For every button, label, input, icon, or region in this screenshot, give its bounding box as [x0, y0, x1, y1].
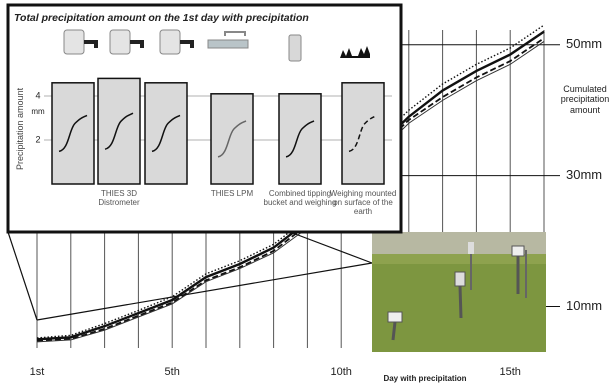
instrument-icons: [63, 29, 370, 62]
x-tick-label: 10th: [330, 366, 351, 378]
inset-chart: Total precipitation amount on the 1st da…: [6, 3, 403, 234]
y-tick-label: 2: [35, 134, 40, 144]
photo: [372, 232, 546, 352]
x-tick-label: Weighing mounted on surface of the earth: [329, 190, 397, 216]
x-tick-label-box: Weighing mounted on surface of the earth: [329, 190, 397, 216]
inset-y-label-box: Precipitation amount: [15, 87, 26, 170]
y-axis-label: Cumulated precipitation amount: [560, 84, 610, 115]
series-line: [36, 24, 545, 339]
bar-curve: [217, 120, 247, 158]
bar-curve: [151, 114, 181, 153]
inset-y-unit: mm: [31, 107, 45, 116]
x-tick-label: Combined tipping bucket and weighing: [263, 190, 337, 207]
series-line: [36, 41, 545, 343]
bar: [210, 93, 254, 185]
bar: [97, 77, 141, 185]
y-tick-label: 50mm: [566, 36, 602, 51]
x-tick-label-box: THIES 3D Distrometer: [98, 190, 140, 207]
zoom-lines: [7, 231, 373, 321]
x-tick-label-box: Combined tipping bucket and weighing: [263, 190, 337, 207]
x-tick-label: 1st: [30, 366, 45, 378]
series-line: [36, 30, 545, 341]
series-line: [36, 37, 545, 342]
x-tick-label: THIES 3D Distrometer: [98, 190, 140, 207]
x-axis-label: Day with precipitation: [383, 374, 466, 383]
bar-curve: [58, 114, 88, 153]
inset-y-label: Precipitation amount: [15, 87, 26, 170]
bar: [341, 82, 385, 185]
x-tick-label: 5th: [165, 366, 180, 378]
bar: [278, 93, 322, 185]
y-tick-label: 10mm: [566, 298, 602, 313]
bar: [51, 82, 95, 185]
y-tick-label: 4: [35, 90, 40, 100]
y-axis-label-box: Cumulated precipitation amount: [560, 84, 610, 115]
x-tick-label: THIES LPM: [210, 190, 254, 198]
y-tick-label: 30mm: [566, 167, 602, 182]
bar-curve: [104, 112, 134, 150]
x-tick-label-box: THIES LPM: [210, 190, 254, 198]
bar-curve: [285, 120, 315, 158]
bar: [144, 82, 188, 185]
x-tick-label: 15th: [499, 366, 520, 378]
inset-title: Total precipitation amount on the 1st da…: [14, 12, 309, 24]
bar-curve: [348, 114, 378, 153]
